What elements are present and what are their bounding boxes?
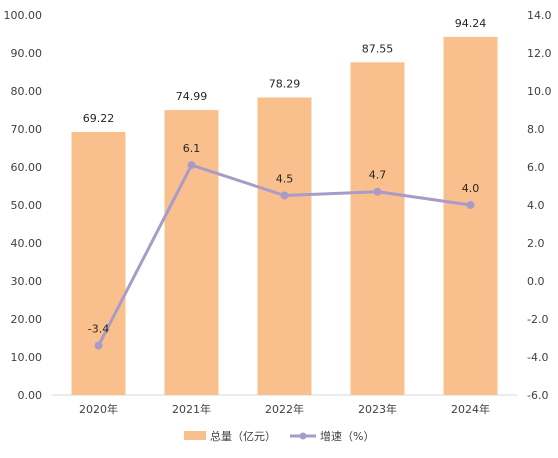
right-axis-tick-label: -4.0 — [527, 351, 548, 364]
left-axis-tick-label: 100.00 — [4, 9, 43, 22]
right-axis-tick-label: 4.0 — [527, 199, 545, 212]
bar — [164, 110, 219, 396]
line-point — [94, 341, 103, 350]
right-axis-tick-label: 12.0 — [527, 47, 552, 60]
right-axis-tick-label: -6.0 — [527, 389, 548, 402]
line-point — [187, 161, 196, 170]
x-axis-tick-label: 2024年 — [451, 402, 490, 416]
legend-line-label: 增速（%） — [320, 429, 374, 443]
x-axis-tick-label: 2022年 — [265, 402, 304, 416]
bar-data-label: 78.29 — [269, 77, 301, 90]
line-data-labels: -3.4 6.1 4.5 4.7 4.0 — [88, 142, 479, 336]
right-axis-tick-label: 6.0 — [527, 161, 545, 174]
x-axis-ticks: 2020年 2021年 2022年 2023年 2024年 — [79, 402, 490, 416]
left-axis-tick-label: 10.00 — [11, 351, 43, 364]
line-data-label: -3.4 — [88, 323, 109, 336]
x-axis-tick-label: 2023年 — [358, 402, 397, 416]
left-axis-tick-label: 30.00 — [11, 275, 43, 288]
x-axis-tick-label: 2020年 — [79, 402, 118, 416]
right-axis-tick-label: 2.0 — [527, 237, 545, 250]
line-data-label: 4.5 — [276, 173, 294, 186]
left-axis-tick-label: 60.00 — [11, 161, 43, 174]
left-axis-tick-label: 50.00 — [11, 199, 43, 212]
bar — [71, 131, 126, 396]
line-point — [280, 191, 289, 200]
legend: 总量（亿元） 增速（%） — [184, 429, 374, 443]
left-axis-tick-label: 0.00 — [18, 389, 43, 402]
legend-bar-swatch — [184, 431, 206, 440]
right-axis-ticks: -6.0 -4.0 -2.0 0.0 2.0 4.0 6.0 8.0 10.0 12.0 14.0 — [527, 9, 552, 402]
right-axis-tick-label: 8.0 — [527, 123, 545, 136]
right-axis-tick-label: -2.0 — [527, 313, 548, 326]
bar — [350, 62, 405, 396]
left-axis-tick-label: 70.00 — [11, 123, 43, 136]
left-axis-ticks: 0.00 10.00 20.00 30.00 40.00 50.00 60.00 70.00 8… — [4, 9, 43, 402]
bar-data-label: 87.55 — [362, 42, 394, 55]
right-axis-tick-label: 14.0 — [527, 9, 552, 22]
left-axis-tick-label: 20.00 — [11, 313, 43, 326]
line-data-label: 6.1 — [183, 142, 201, 155]
x-axis-tick-label: 2021年 — [172, 402, 211, 416]
legend-line-marker — [299, 432, 307, 440]
line-data-label: 4.7 — [369, 169, 387, 182]
bar-data-label: 69.22 — [83, 112, 115, 125]
left-axis-tick-label: 40.00 — [11, 237, 43, 250]
bar — [257, 97, 312, 396]
right-axis-tick-label: 10.0 — [527, 85, 552, 98]
line-series — [94, 161, 475, 350]
line-data-label: 4.0 — [462, 182, 480, 195]
legend-bar-label: 总量（亿元） — [210, 429, 276, 443]
line-point — [373, 187, 382, 196]
right-axis-tick-label: 0.0 — [527, 275, 545, 288]
left-axis-tick-label: 80.00 — [11, 85, 43, 98]
left-axis-tick-label: 90.00 — [11, 47, 43, 60]
bar-data-labels: 69.22 74.99 78.29 87.55 94.24 — [83, 17, 487, 125]
bar — [443, 36, 498, 395]
bar-data-label: 94.24 — [455, 17, 487, 30]
bar-data-label: 74.99 — [176, 90, 208, 103]
line-point — [466, 201, 475, 209]
bar-series — [71, 36, 498, 396]
